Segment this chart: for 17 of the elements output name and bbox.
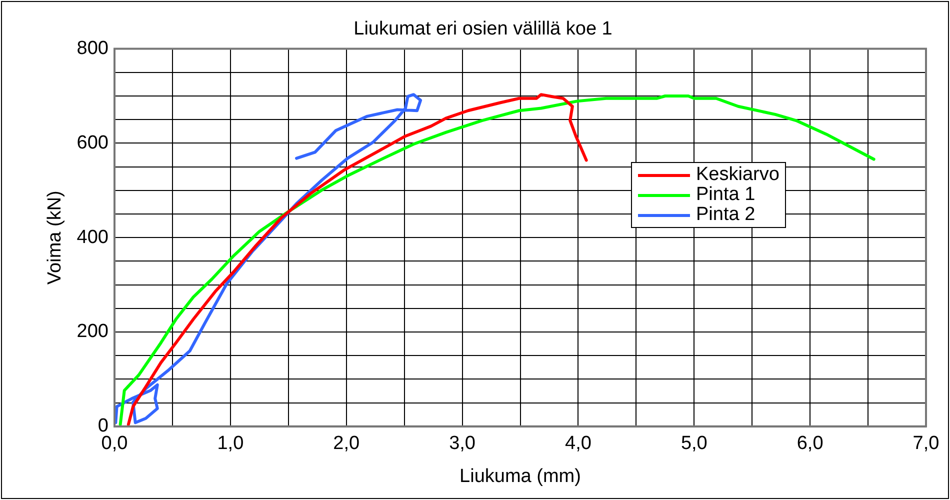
y-tick-label: 600 — [76, 132, 108, 154]
y-axis-title: Voima (kN) — [44, 190, 66, 285]
legend-label: Pinta 2 — [696, 204, 756, 226]
x-tick-label: 5,0 — [680, 433, 708, 454]
y-tick-label: 400 — [76, 226, 108, 248]
legend-label: Pinta 1 — [696, 184, 756, 206]
x-tick-label: 3,0 — [449, 433, 476, 454]
x-axis-title: Liukuma (mm) — [460, 466, 581, 487]
x-tick-label: 2,0 — [333, 433, 360, 454]
x-tick-label: 4,0 — [565, 433, 592, 454]
chart-title: Liukumat eri osien välillä koe 1 — [354, 18, 612, 40]
x-tick-label: 1,0 — [217, 433, 244, 454]
legend-label: Keskiarvo — [696, 164, 780, 186]
y-tick-label: 800 — [76, 38, 108, 60]
x-tick-label: 6,0 — [796, 433, 824, 454]
x-tick-label: 7,0 — [912, 433, 940, 454]
y-tick-label: 200 — [76, 321, 108, 342]
